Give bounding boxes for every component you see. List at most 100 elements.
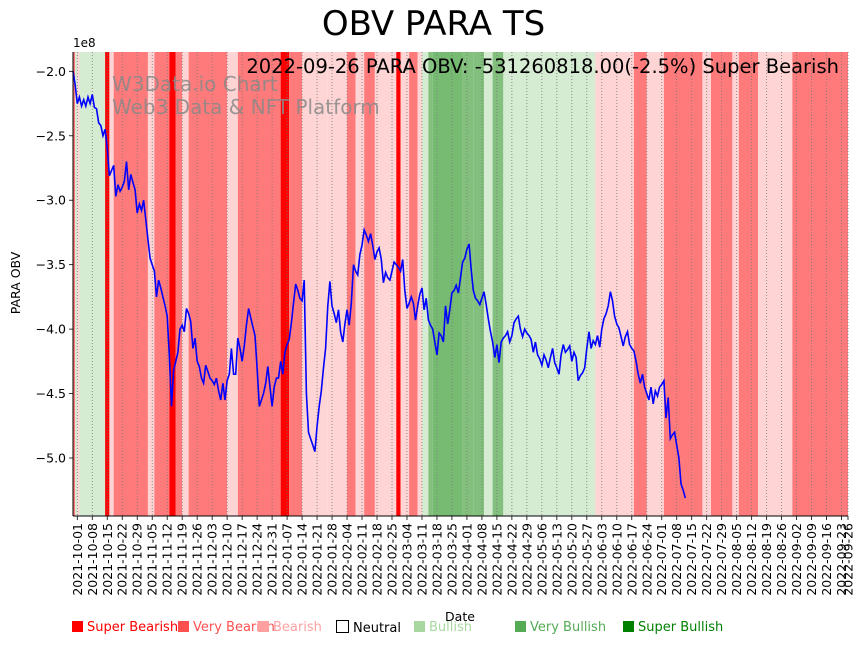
x-tick-label: 2021-10-15 <box>100 523 115 596</box>
regime-band-18 <box>314 52 328 516</box>
regime-band-23 <box>374 52 397 516</box>
legend-swatch <box>258 621 269 632</box>
x-tick-label: 2021-10-01 <box>70 523 85 596</box>
regime-band-22 <box>364 52 375 516</box>
regime-band-33 <box>484 52 493 516</box>
x-tick-label: 2021-12-10 <box>220 523 235 596</box>
regime-band-43 <box>738 52 759 516</box>
regime-band-44 <box>758 52 793 516</box>
x-tick-label: 2022-06-10 <box>609 523 624 596</box>
legend-label: Bearish <box>273 620 322 635</box>
watermark-line-2: Web3 Data & NFT Platform <box>112 95 380 119</box>
x-tick-label: 2022-07-29 <box>714 523 729 596</box>
x-tick-label: 2022-04-01 <box>459 523 474 596</box>
x-tick-label: 2022-02-04 <box>340 523 355 596</box>
legend-item: Super Bullish <box>623 620 723 635</box>
x-tick-label: 2022-04-08 <box>474 523 489 596</box>
watermark-line-1: W3Data.io Chart <box>112 72 278 96</box>
regime-band-1 <box>75 52 78 516</box>
legend-swatch <box>414 621 425 632</box>
x-tick-label: 2021-12-03 <box>205 523 220 596</box>
x-tick-label: 2022-01-14 <box>295 523 310 596</box>
x-tick-label: 2022-07-15 <box>684 523 699 596</box>
x-tick-label: 2022-06-24 <box>639 523 654 596</box>
x-tick-label: 2021-10-22 <box>115 523 130 596</box>
chart-title: OBV PARA TS <box>321 4 546 44</box>
legend-label: Super Bullish <box>638 620 724 635</box>
x-tick-label: 2021-11-19 <box>175 523 190 596</box>
x-tick-label: 2022-02-11 <box>355 523 370 596</box>
y-tick-label: −5.0 <box>36 451 66 466</box>
x-tick-label: 2022-06-17 <box>624 523 639 596</box>
y-tick-label: −2.5 <box>36 128 66 143</box>
legend-item: Very Bearish <box>178 620 275 635</box>
regime-band-17 <box>302 52 315 516</box>
regime-band-0 <box>73 52 76 516</box>
legend-swatch <box>72 621 83 632</box>
x-tick-label: 2022-09-26 <box>841 523 856 596</box>
regime-band-20 <box>347 52 356 516</box>
regime-band-19 <box>327 52 348 516</box>
x-tick-label: 2021-12-31 <box>265 523 280 596</box>
regime-band-42 <box>732 52 739 516</box>
latest-value-annotation: 2022-09-26 PARA OBV: -531260818.00(-2.5%… <box>246 55 839 78</box>
y-tick-label: −2.0 <box>36 64 66 79</box>
regime-band-2 <box>77 52 80 516</box>
regime-band-45 <box>792 52 848 516</box>
regime-band-9 <box>169 52 176 516</box>
legend-swatch <box>515 621 526 632</box>
x-tick-label: 2022-04-22 <box>504 523 519 596</box>
regime-band-8 <box>154 52 170 516</box>
x-tick-label: 2022-03-25 <box>444 523 459 596</box>
x-tick-label: 2022-09-23 <box>834 523 849 596</box>
regime-band-38 <box>646 52 664 516</box>
x-tick-label: 2022-04-29 <box>519 523 534 596</box>
x-tick-label: 2021-12-24 <box>250 523 265 596</box>
regime-band-34 <box>492 52 504 516</box>
legend-label: Super Bearish <box>87 620 179 635</box>
legend-item: Neutral <box>336 620 401 636</box>
regime-band-10 <box>175 52 183 516</box>
y-tick-label: −3.0 <box>36 193 66 208</box>
x-tick-label: 2022-08-05 <box>729 523 744 596</box>
legend-swatch <box>336 620 349 633</box>
vertical-grid <box>76 52 849 516</box>
x-tick-label: 2022-05-27 <box>579 523 594 596</box>
regime-band-37 <box>633 52 647 516</box>
x-tick-label: 2022-09-02 <box>789 523 804 596</box>
regime-bands <box>73 52 848 516</box>
legend-item: Bearish <box>258 620 322 635</box>
regime-band-11 <box>182 52 189 516</box>
regime-band-24 <box>396 52 401 516</box>
x-tick-label: 2021-11-26 <box>190 523 205 596</box>
regime-band-15 <box>280 52 290 516</box>
x-tick-label: 2022-09-09 <box>804 523 819 596</box>
x-tick-label: 2022-04-15 <box>489 523 504 596</box>
x-tick-label: 2021-11-05 <box>145 523 160 596</box>
x-tick-label: 2022-02-18 <box>370 523 385 596</box>
legend-label: Bullish <box>429 620 473 635</box>
legend-label: Neutral <box>353 621 401 636</box>
x-tick-label: 2022-01-21 <box>310 523 325 596</box>
x-tick-label: 2022-03-18 <box>429 523 444 596</box>
x-tick-label: 2022-06-03 <box>594 523 609 596</box>
y-tick-label: −3.5 <box>36 257 66 272</box>
x-tick-label: 2022-01-07 <box>280 523 295 596</box>
x-tick-label: 2022-05-06 <box>534 523 549 596</box>
x-tick-label: 2022-05-13 <box>549 523 564 596</box>
regime-band-13 <box>227 52 238 516</box>
x-tick-label: 2021-10-29 <box>130 523 145 596</box>
regime-band-31 <box>462 52 474 516</box>
regime-band-28 <box>421 52 429 516</box>
legend-label: Very Bullish <box>530 620 607 635</box>
legend-label: Very Bearish <box>193 620 275 635</box>
regime-band-14 <box>237 52 281 516</box>
regime-band-7 <box>147 52 155 516</box>
x-tick-label: 2022-08-26 <box>774 523 789 596</box>
x-tick-label: 2022-02-25 <box>384 523 399 596</box>
axes: 2021-10-01 2021-10-08 2021-10-15 2021-10-22… <box>36 52 856 596</box>
x-tick-label: 2022-07-22 <box>699 523 714 596</box>
series-line-obv <box>72 71 687 499</box>
regime-band-26 <box>409 52 418 516</box>
